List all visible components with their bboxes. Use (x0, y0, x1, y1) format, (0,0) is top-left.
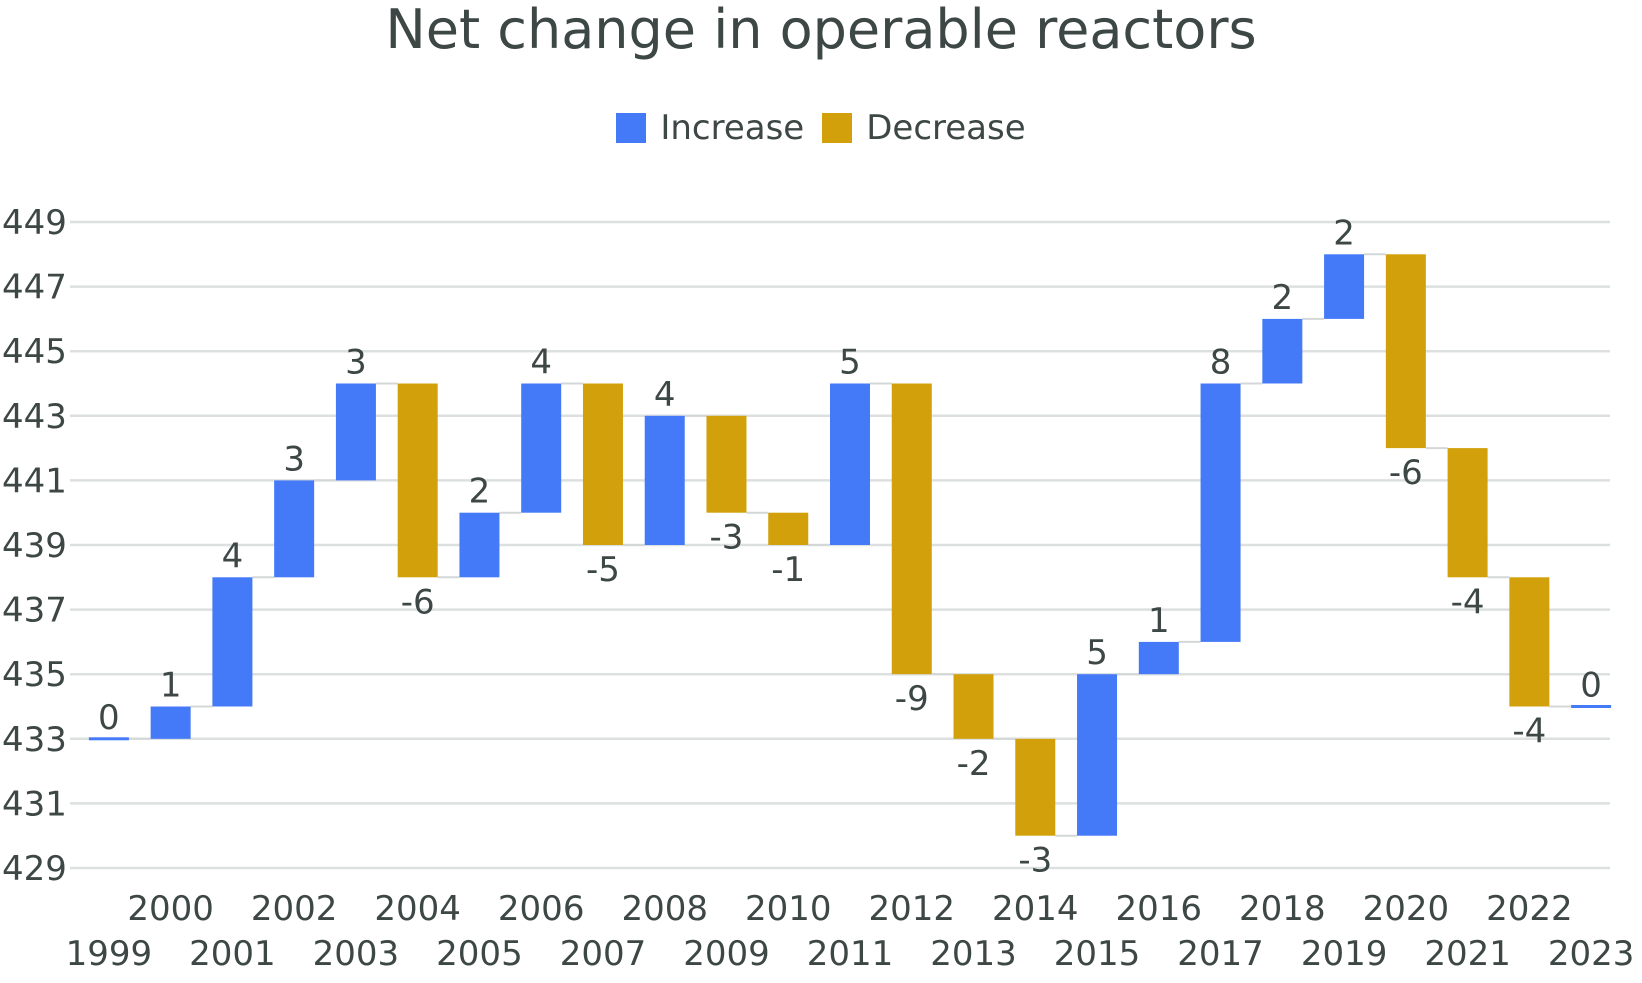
x-tick-label: 1999 (66, 934, 153, 974)
x-tick-label: 2017 (1177, 934, 1264, 974)
legend-item-decrease: Decrease (822, 108, 1026, 148)
bar-increase (1324, 254, 1365, 319)
bar-total (88, 737, 129, 741)
data-label: 4 (530, 343, 552, 383)
bar-increase (212, 577, 253, 707)
bar-increase (830, 383, 870, 545)
x-tick-label: 2010 (745, 889, 832, 929)
data-label: 4 (654, 375, 676, 415)
y-tick-label: 435 (2, 655, 67, 695)
bar-increase (150, 706, 191, 739)
y-tick-label: 441 (2, 461, 67, 501)
legend-label-decrease: Decrease (866, 108, 1026, 148)
data-label: 5 (1086, 633, 1108, 673)
y-tick-label: 443 (2, 397, 67, 437)
data-label: 2 (1271, 278, 1293, 318)
x-tick-label: 2007 (560, 934, 647, 974)
x-tick-label: 2001 (189, 934, 276, 974)
legend-swatch-increase (616, 113, 647, 143)
legend-item-increase: Increase (616, 108, 804, 148)
x-tick-label: 2016 (1116, 889, 1203, 929)
bar-decrease (953, 674, 994, 739)
data-label: -6 (1389, 453, 1423, 493)
bar-increase (1262, 318, 1303, 384)
data-label: -4 (1451, 582, 1485, 622)
data-label: 0 (98, 698, 120, 738)
data-label: -2 (957, 744, 991, 784)
bar-increase (644, 415, 685, 545)
y-tick-label: 449 (2, 203, 67, 243)
data-label: 8 (1210, 343, 1232, 383)
y-tick-label: 445 (2, 332, 67, 372)
y-tick-label: 439 (2, 526, 67, 566)
x-tick-label: 2000 (127, 889, 214, 929)
x-tick-label: 2013 (930, 934, 1017, 974)
data-label: -1 (771, 550, 805, 590)
x-tick-label: 2005 (436, 934, 523, 974)
data-label: 2 (469, 472, 491, 512)
data-label: 1 (160, 666, 182, 706)
x-tick-label: 2012 (868, 889, 955, 929)
data-label: 3 (283, 439, 305, 479)
bar-decrease (1509, 577, 1550, 707)
data-label: 3 (345, 343, 367, 383)
legend-swatch-decrease (822, 113, 853, 143)
data-label: 1 (1148, 601, 1170, 641)
x-tick-label: 2004 (374, 889, 461, 929)
data-label: 0 (1580, 666, 1602, 706)
data-label: -4 (1512, 712, 1546, 752)
data-label: -3 (710, 518, 744, 558)
y-tick-label: 437 (2, 591, 67, 631)
data-label: -6 (401, 582, 435, 622)
data-label: 5 (839, 343, 861, 383)
bar-decrease (1385, 254, 1426, 449)
bar-increase (459, 512, 500, 578)
x-tick-label: 2015 (1054, 934, 1141, 974)
data-label: -3 (1018, 841, 1052, 881)
data-label: -9 (895, 679, 929, 719)
y-tick-label: 447 (2, 268, 67, 308)
chart-title: Net change in operable reactors (385, 0, 1257, 61)
chart-legend: Increase Decrease (0, 108, 1642, 148)
x-tick-label: 2022 (1486, 889, 1573, 929)
legend-label-increase: Increase (660, 108, 805, 148)
bar-increase (1077, 674, 1118, 836)
x-tick-label: 2011 (807, 934, 894, 974)
x-tick-label: 2018 (1239, 889, 1326, 929)
y-tick-label: 433 (2, 720, 67, 760)
data-label: -5 (586, 550, 620, 590)
y-tick-label: 429 (2, 849, 67, 889)
x-tick-label: 2008 (621, 889, 708, 929)
bar-decrease (1447, 448, 1488, 578)
data-label: 4 (222, 536, 244, 576)
bar-increase (1138, 641, 1179, 675)
bar-decrease (768, 512, 809, 545)
x-tick-label: 2020 (1363, 889, 1450, 929)
x-tick-label: 2002 (251, 889, 338, 929)
bar-decrease (706, 415, 747, 513)
bar-decrease (1015, 738, 1056, 836)
bar-increase (274, 480, 315, 578)
y-tick-label: 431 (2, 784, 67, 824)
data-label: 2 (1333, 213, 1355, 253)
x-tick-label: 2009 (683, 934, 770, 974)
x-tick-label: 2003 (313, 934, 400, 974)
bar-increase (1200, 383, 1241, 642)
bar-increase (335, 383, 376, 481)
x-tick-label: 2023 (1548, 934, 1635, 974)
bar-decrease (582, 383, 623, 545)
bar-decrease (397, 383, 438, 578)
x-tick-label: 2006 (498, 889, 585, 929)
x-tick-label: 2021 (1424, 934, 1511, 974)
bar-decrease (891, 383, 932, 675)
x-tick-label: 2019 (1301, 934, 1388, 974)
bar-total (1571, 705, 1612, 708)
x-tick-label: 2014 (992, 889, 1079, 929)
bar-increase (521, 383, 562, 513)
